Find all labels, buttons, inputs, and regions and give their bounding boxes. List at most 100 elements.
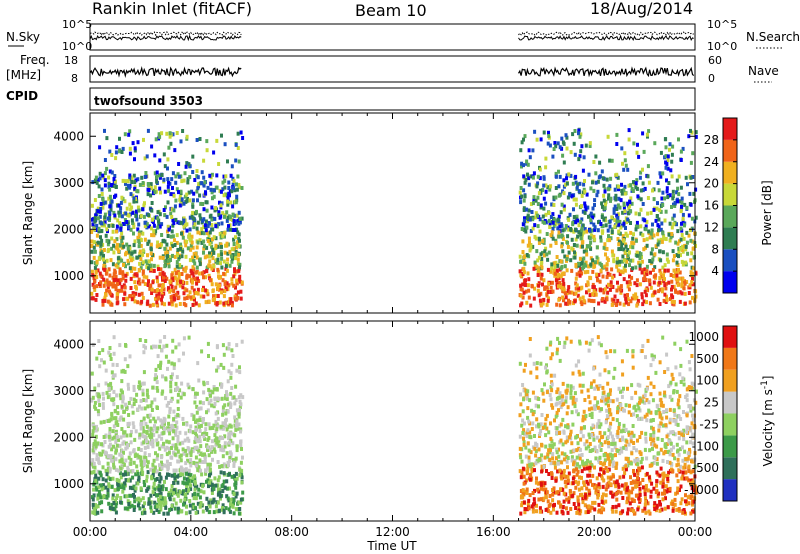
heatmap-cell [563, 264, 567, 269]
heatmap-cell [227, 342, 231, 347]
heatmap-cell [91, 502, 95, 507]
heatmap-cell [231, 204, 235, 209]
heatmap-cell [555, 410, 559, 415]
heatmap-cell [238, 265, 241, 270]
heatmap-cell [606, 290, 610, 295]
heatmap-cell [91, 282, 95, 287]
heatmap-cell [681, 262, 685, 267]
heatmap-cell [646, 488, 650, 493]
heatmap-cell [213, 297, 216, 301]
heatmap-cell [562, 345, 566, 349]
heatmap-cell [192, 259, 196, 263]
heatmap-cell [558, 303, 562, 308]
heatmap-cell [93, 404, 97, 409]
heatmap-cell [605, 275, 609, 280]
heatmap-cell [170, 299, 174, 304]
heatmap-cell [529, 229, 533, 233]
heatmap-cell [147, 266, 151, 271]
heatmap-cell [593, 225, 597, 230]
heatmap-cell [103, 158, 107, 162]
heatmap-cell [677, 254, 680, 259]
heatmap-cell [156, 406, 159, 410]
heatmap-cell [211, 256, 215, 261]
freq-trace [89, 65, 242, 78]
heatmap-cell [132, 384, 136, 389]
heatmap-cell [98, 209, 102, 214]
heatmap-cell [556, 141, 560, 146]
heatmap-cell [227, 440, 231, 445]
heatmap-cell [121, 235, 125, 240]
heatmap-cell [559, 422, 563, 427]
heatmap-cell [191, 210, 195, 215]
heatmap-cell [108, 210, 112, 215]
heatmap-cell [210, 223, 214, 227]
heatmap-cell [665, 189, 669, 194]
heatmap-cell [149, 403, 153, 408]
heatmap-cell [630, 275, 634, 280]
heatmap-cell [222, 301, 226, 306]
heatmap-cell [91, 395, 95, 400]
heatmap-cell [91, 222, 95, 227]
heatmap-cell [173, 424, 177, 428]
heatmap-cell [112, 283, 115, 288]
heatmap-cell [122, 450, 125, 455]
heatmap-cell [94, 213, 98, 218]
heatmap-cell [162, 238, 166, 243]
heatmap-cell [210, 439, 214, 444]
heatmap-cell [221, 454, 225, 459]
heatmap-cell [98, 403, 102, 407]
heatmap-cell [197, 378, 201, 383]
heatmap-cell [143, 406, 147, 411]
heatmap-cell [566, 234, 570, 239]
heatmap-cell [527, 506, 531, 511]
heatmap-cell [683, 202, 687, 207]
heatmap-cell [96, 510, 100, 515]
heatmap-cell [536, 269, 540, 274]
heatmap-cell [226, 251, 230, 256]
heatmap-cell [212, 194, 216, 199]
heatmap-cell [169, 399, 173, 403]
heatmap-cell [579, 261, 583, 266]
heatmap-cell [151, 472, 155, 477]
heatmap-cell [691, 239, 695, 244]
heatmap-cell [216, 424, 220, 429]
heatmap-cell [122, 486, 126, 491]
heatmap-cell [586, 458, 589, 463]
heatmap-cell [683, 279, 686, 284]
heatmap-cell [133, 499, 137, 504]
heatmap-cell [168, 246, 172, 251]
heatmap-cell [215, 302, 219, 307]
heatmap-cell [202, 231, 206, 236]
heatmap-cell [221, 409, 225, 414]
heatmap-cell [133, 299, 137, 304]
heatmap-cell [230, 164, 234, 169]
heatmap-cell [638, 383, 642, 388]
heatmap-cell [189, 247, 193, 252]
noise-tick-bottom: 10^0 [62, 40, 92, 53]
heatmap-cell [648, 282, 652, 287]
heatmap-cell [223, 250, 227, 255]
heatmap-cell [142, 416, 146, 421]
heatmap-cell [162, 511, 166, 516]
heatmap-cell [191, 204, 195, 209]
heatmap-cell [667, 439, 671, 444]
heatmap-cell [122, 283, 126, 288]
heatmap-cell [155, 380, 159, 385]
heatmap-cell [233, 482, 237, 487]
heatmap-cell [213, 397, 217, 402]
heatmap-cell [207, 422, 211, 427]
heatmap-cell [523, 194, 527, 199]
heatmap-cell [96, 240, 100, 245]
heatmap-cell [559, 284, 563, 289]
heatmap-cell [133, 272, 137, 277]
heatmap-cell [672, 408, 676, 413]
heatmap-cell [688, 300, 692, 305]
heatmap-cell [142, 480, 146, 484]
heatmap-cell [676, 290, 680, 295]
heatmap-cell [149, 263, 153, 268]
heatmap-cell [646, 211, 650, 216]
heatmap-cell [221, 436, 225, 440]
heatmap-cell [208, 173, 212, 178]
heatmap-cell [616, 406, 620, 411]
heatmap-cell [689, 160, 693, 165]
